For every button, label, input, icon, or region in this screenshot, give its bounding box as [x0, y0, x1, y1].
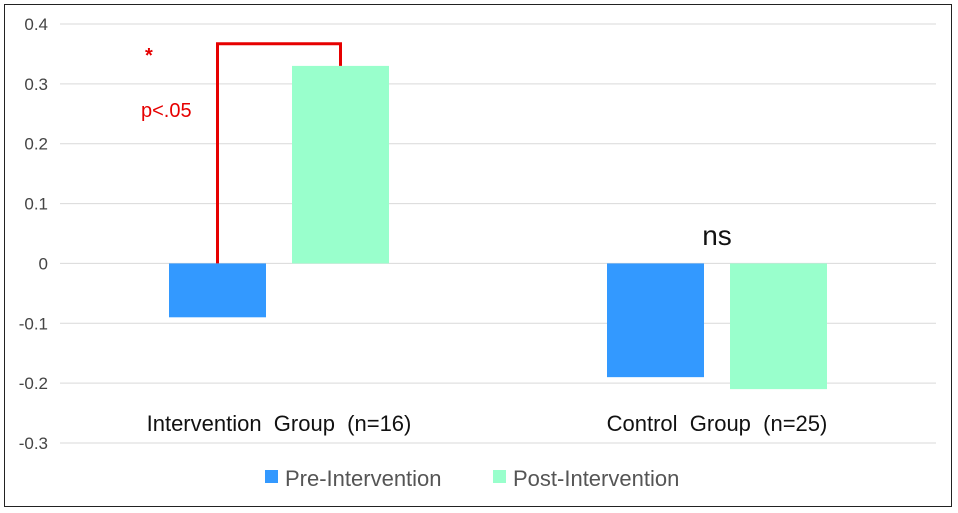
p-value-label: p<.05 — [141, 100, 192, 122]
y-tick-label: 0 — [39, 254, 48, 273]
significance-bracket — [216, 42, 342, 264]
y-tick-label: 0.4 — [24, 15, 48, 34]
y-tick-label: 0.3 — [24, 75, 48, 94]
ns-label: ns — [702, 220, 732, 251]
chart-frame — [4, 4, 952, 507]
category-label: Control Group (n=25) — [607, 411, 828, 436]
legend-swatch-post-intervention — [493, 470, 506, 483]
legend-label: Pre-Intervention — [285, 466, 442, 491]
y-tick-label: 0.2 — [24, 135, 48, 154]
significance-star: * — [145, 45, 153, 67]
y-tick-label: 0.1 — [24, 195, 48, 214]
y-tick-label: -0.1 — [19, 314, 48, 333]
bars — [169, 65, 827, 390]
bar-post-intervention-1 — [730, 263, 827, 390]
category-label: Intervention Group (n=16) — [147, 411, 412, 436]
bar-pre-intervention-1 — [607, 263, 704, 378]
category-labels: Intervention Group (n=16) Control Group (… — [147, 411, 828, 436]
y-tick-label: -0.3 — [19, 434, 48, 453]
legend-swatch-pre-intervention — [265, 470, 278, 483]
legend: Pre-Intervention Post-Intervention — [265, 466, 679, 491]
y-axis: 0.4 0.3 0.2 0.1 0 -0.1 -0.2 -0.3 — [19, 15, 48, 453]
annotations: * p<.05 ns — [141, 42, 732, 264]
legend-label: Post-Intervention — [513, 466, 679, 491]
bar-pre-intervention-0 — [169, 263, 266, 318]
y-tick-label: -0.2 — [19, 374, 48, 393]
bar-post-intervention-0 — [292, 65, 389, 264]
